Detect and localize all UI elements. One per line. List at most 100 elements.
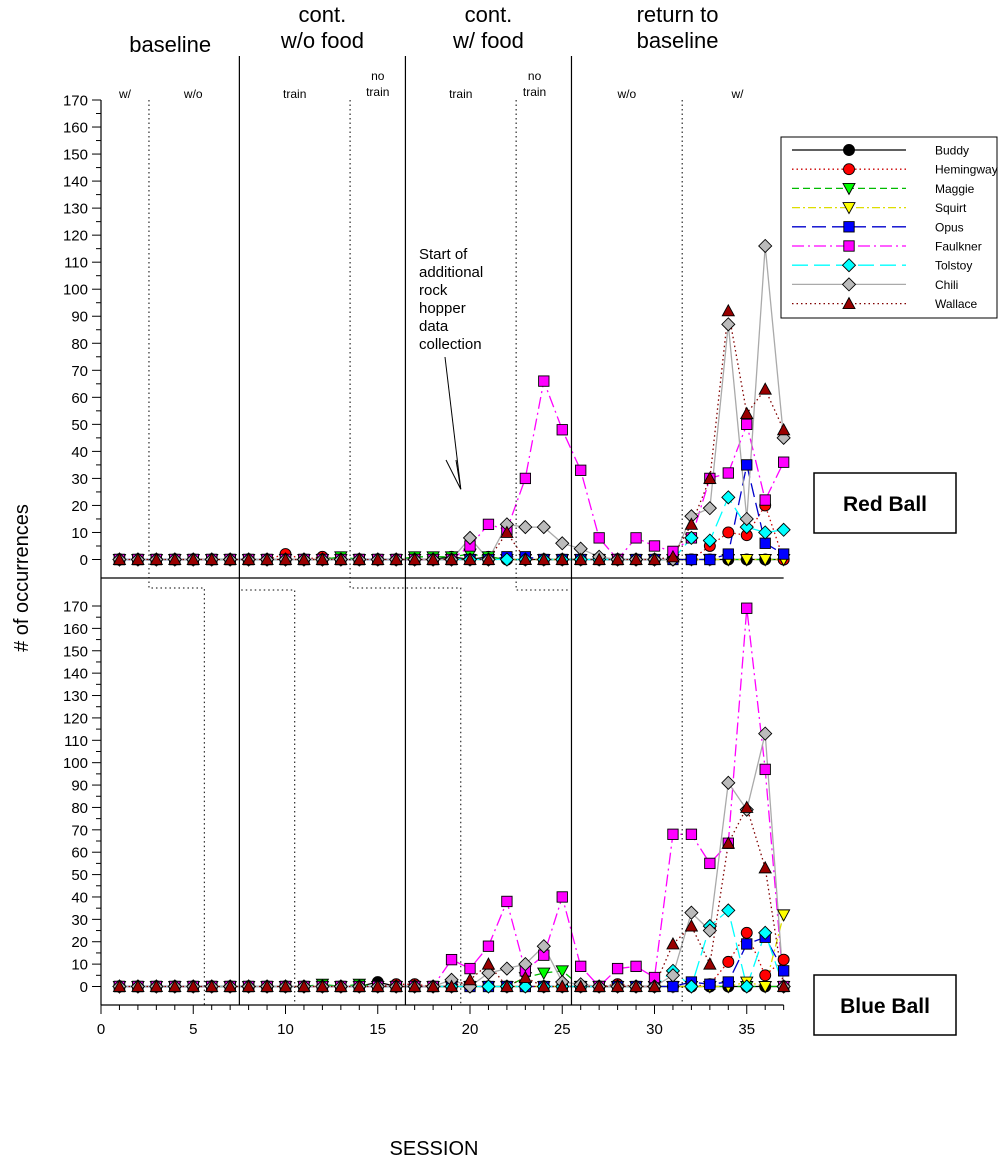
data-point-wallace [703,471,717,484]
legend-marker-opus [843,221,855,233]
subphase-label: w/ [731,87,745,101]
data-point-wallace [370,552,385,565]
data-point-wallace [666,549,680,563]
legend-marker-tolstoy [841,258,857,273]
y-tick-label: 50 [71,867,88,884]
data-point-wallace [537,552,551,565]
y-axis-label: # of occurrences [11,504,33,652]
data-point-faulkner [611,962,624,975]
data-point-wallace [500,525,514,538]
data-point-faulkner [445,953,458,966]
data-point-tolstoy [721,903,736,918]
subphase-divider [515,100,570,591]
data-point-tolstoy [758,525,773,540]
data-point-opus [778,548,790,560]
data-point-wallace [407,552,422,565]
data-point-wallace [739,800,754,813]
data-point-opus [685,553,698,566]
data-point-wallace [352,552,367,565]
data-point-wallace [758,382,772,395]
data-point-wallace [297,552,311,565]
data-point-wallace [776,422,791,436]
annotation-arrowhead [445,459,462,490]
series-line-chili [119,245,785,561]
y-tick-label: 30 [71,912,88,929]
subphase-label: no train [366,69,389,99]
data-point-wallace [112,979,127,992]
data-point-opus [667,980,679,993]
data-point-hemingway [722,526,735,539]
data-point-wallace [352,979,367,992]
data-point-wallace [168,979,182,992]
data-point-wallace [444,552,459,565]
data-point-opus [778,965,790,977]
panel-labels: Red Ball Blue Ball [813,472,957,1036]
data-point-wallace [168,552,182,565]
legend-label: Wallace [935,297,978,311]
panel-label: Red Ball [843,493,927,516]
legend-marker-wallace [842,296,856,310]
data-point-squirt [758,981,772,994]
data-point-faulkner [667,828,679,840]
y-tick-label: 70 [71,822,88,839]
data-point-wallace [241,979,256,992]
data-point-wallace [629,552,643,565]
y-tick-label: 170 [63,599,88,616]
legend-marker-squirt [842,202,856,215]
y-tick-label: 40 [71,444,88,461]
data-point-wallace [610,979,625,992]
data-point-tolstoy [684,979,699,994]
legend-marker-faulkner [843,240,855,252]
data-point-wallace [389,979,403,992]
data-point-wallace [776,979,791,992]
data-point-chili [665,968,681,983]
y-tick-label: 30 [71,471,88,488]
legend-marker-chili [841,277,857,292]
x-tick-label: 30 [646,1021,663,1038]
subphase-label: w/o [616,87,636,101]
y-tick-label: 40 [71,889,88,906]
data-point-maggie [555,965,570,978]
subphase-label: w/ [118,87,132,101]
data-point-chili [462,530,478,546]
data-point-wallace [758,860,772,874]
data-point-wallace [684,919,699,932]
data-point-wallace [463,552,477,565]
data-point-tolstoy [684,530,699,546]
data-point-wallace [260,552,274,565]
data-point-faulkner [556,424,568,436]
subphase-label: no train [523,69,546,99]
legend-marker-hemingway [843,163,855,176]
data-point-faulkner [482,518,495,531]
y-tick-label: 120 [63,710,88,727]
data-point-wallace [334,552,348,565]
y-tick-label: 100 [63,755,88,772]
data-point-faulkner [704,857,716,870]
subphase-divider [349,100,462,1005]
data-point-wallace [407,979,422,992]
y-tick-label: 0 [80,979,88,996]
y-tick-label: 0 [80,552,88,569]
data-point-chili [499,961,515,976]
red-ball-panel: 0 10 20 30 40 50 60 70 80 90 100 110 120 130 140 150 160… [63,93,791,579]
data-point-wallace [500,979,514,992]
data-point-wallace [278,552,293,565]
data-point-faulkner [630,960,642,973]
data-point-wallace [315,552,330,565]
y-tick-label: 60 [71,390,88,407]
legend-marker-maggie [842,182,856,196]
data-point-opus [741,938,753,950]
data-point-wallace [592,552,606,565]
data-point-wallace [223,979,237,992]
y-tick-label: 170 [63,93,88,110]
data-point-faulkner [778,456,790,468]
data-point-opus [722,976,734,988]
data-point-wallace [186,552,201,565]
legend-label: Faulkner [935,240,982,254]
data-point-wallace [666,937,680,950]
phase-label: return to baseline [637,2,719,53]
y-tick-label: 110 [64,255,88,272]
data-point-chili [721,317,736,332]
phase-label: cont. w/o food [280,2,364,53]
phase-label: cont. w/ food [452,2,524,53]
